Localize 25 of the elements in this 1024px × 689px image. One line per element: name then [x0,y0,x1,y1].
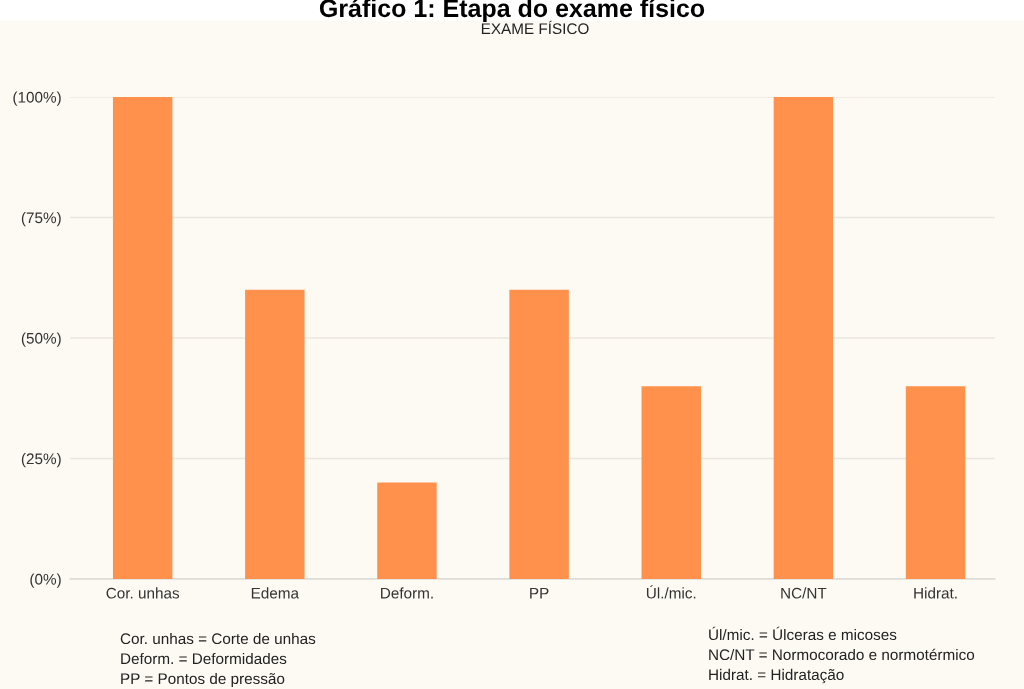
text: Deform. = Deformidades [121,652,287,665]
bar [112,97,173,579]
y-tick-label: (0%) [30,573,61,588]
x-tick-label: Deform. [381,587,433,599]
x-tick-label: NC/NT [781,587,827,599]
x-tick-label: PP [530,587,549,599]
y-tick-label: (100%) [13,91,61,106]
y-tick-label: (75%) [21,211,61,227]
x-tick-label: Úl./mic. [646,585,696,599]
text: Úl/mic. = Úlceras e micoses [709,626,897,641]
text: PP = Pontos de pressão [121,672,285,688]
bar [509,289,569,579]
bar [905,386,966,579]
text: Cor. unhas = Corte de unhas [120,632,316,645]
bar [641,386,701,579]
text: Hidrat. = Hidratação [709,668,844,684]
bar [773,97,834,579]
bar [245,289,305,579]
y-tick-label: (50%) [21,332,61,347]
y-tick-label: (25%) [21,452,61,468]
x-tick-label: Cor. unhas [106,587,180,599]
bar [377,482,437,579]
x-tick-label: Edema [251,587,300,599]
x-tick-label: Hidrat. [914,587,957,599]
text: NC/NT = Normocorado e normotérmico [709,648,975,661]
